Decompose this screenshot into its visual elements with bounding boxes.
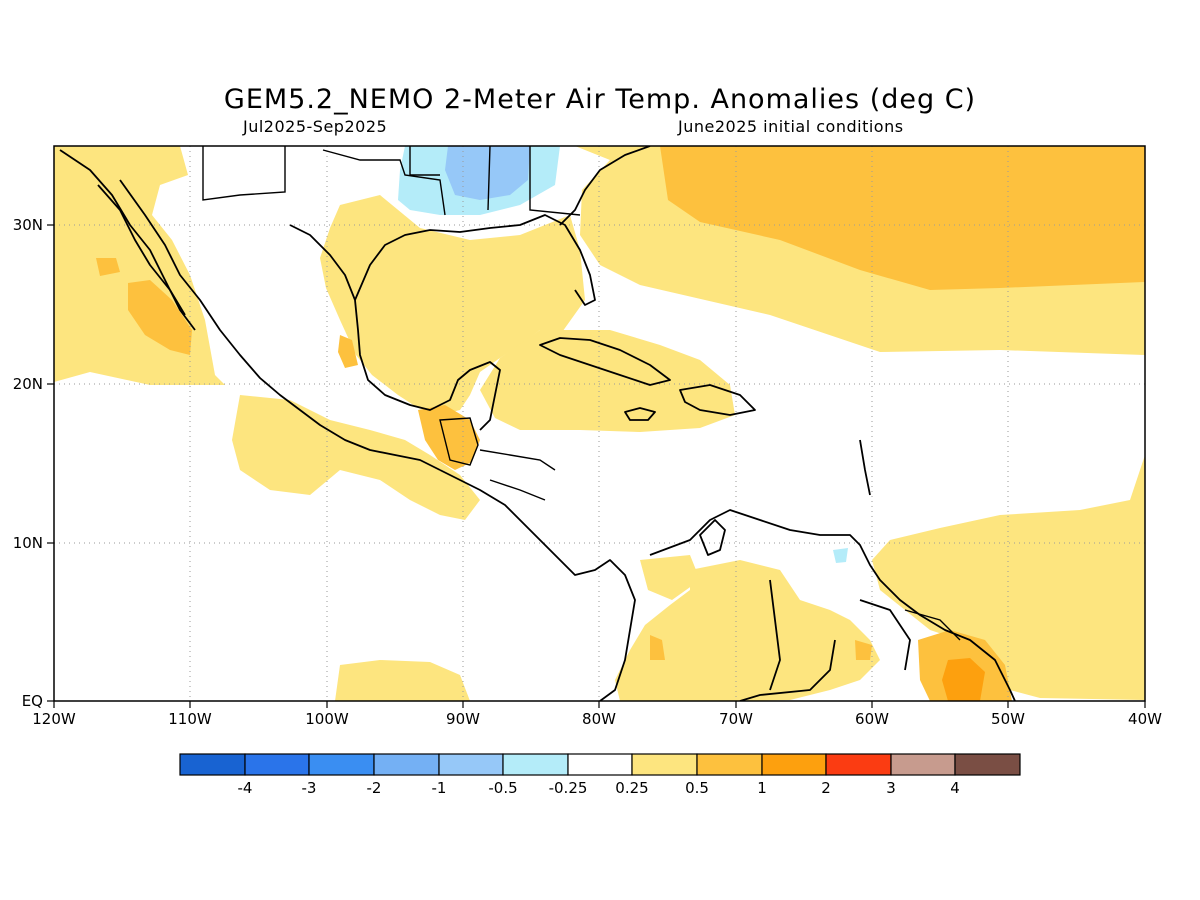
lon-label: 120W [32, 710, 76, 728]
colorbar-label: 3 [886, 779, 896, 797]
lon-label: 60W [855, 710, 889, 728]
axis-ticks [47, 224, 1146, 708]
colorbar-labels: -4 -3 -2 -1 -0.5 -0.25 0.25 0.5 1 2 3 4 [238, 779, 960, 797]
colorbar-label: 2 [821, 779, 831, 797]
colorbar-swatch [244, 753, 310, 776]
colorbar-swatch [567, 753, 633, 776]
colorbar-label: 4 [950, 779, 960, 797]
colorbar-swatch [438, 753, 504, 776]
colorbar-swatch [825, 753, 892, 776]
colorbar-swatch [373, 753, 440, 776]
colorbar-label: -2 [367, 779, 382, 797]
anomaly-map [54, 146, 1145, 701]
colorbar-swatch [954, 753, 1021, 776]
colorbar [179, 753, 1021, 776]
anomaly-neg-1-0.5-regions [445, 146, 530, 200]
lon-label: 70W [719, 710, 753, 728]
colorbar-swatch [696, 753, 763, 776]
graticule [54, 146, 1145, 701]
colorbar-label: -4 [238, 779, 253, 797]
lat-label: 30N [13, 216, 43, 234]
lon-label: 80W [582, 710, 616, 728]
colorbar-label: 0.25 [615, 779, 648, 797]
lon-label: 110W [168, 710, 212, 728]
colorbar-swatch [308, 753, 375, 776]
colorbar-swatch [179, 753, 246, 776]
lat-label: EQ [22, 692, 43, 710]
map-title: GEM5.2_NEMO 2-Meter Air Temp. Anomalies … [223, 84, 977, 115]
lat-label: 10N [13, 534, 43, 552]
lon-label: 50W [991, 710, 1025, 728]
longitude-labels: 120W 110W 100W 90W 80W 70W 60W 50W 40W [32, 710, 1162, 728]
colorbar-label: 1 [757, 779, 767, 797]
coastlines [59, 146, 1016, 701]
colorbar-swatch [761, 753, 827, 776]
initial-conditions: June2025 initial conditions [678, 117, 904, 136]
country-borders [202, 146, 961, 641]
colorbar-swatch [890, 753, 956, 776]
colorbar-swatch [502, 753, 569, 776]
colorbar-label: 0.5 [685, 779, 709, 797]
latitude-labels: EQ 10N 20N 30N [13, 216, 43, 710]
colorbar-label: -0.25 [549, 779, 588, 797]
lat-label: 20N [13, 375, 43, 393]
anomaly-1-2-regions [942, 658, 985, 701]
lon-label: 90W [446, 710, 480, 728]
colorbar-label: -0.5 [488, 779, 517, 797]
colorbar-swatch [631, 753, 698, 776]
colorbar-label: -3 [302, 779, 317, 797]
colorbar-label: -1 [432, 779, 447, 797]
lon-label: 100W [305, 710, 349, 728]
forecast-period: Jul2025-Sep2025 [243, 117, 388, 136]
lon-label: 40W [1128, 710, 1162, 728]
